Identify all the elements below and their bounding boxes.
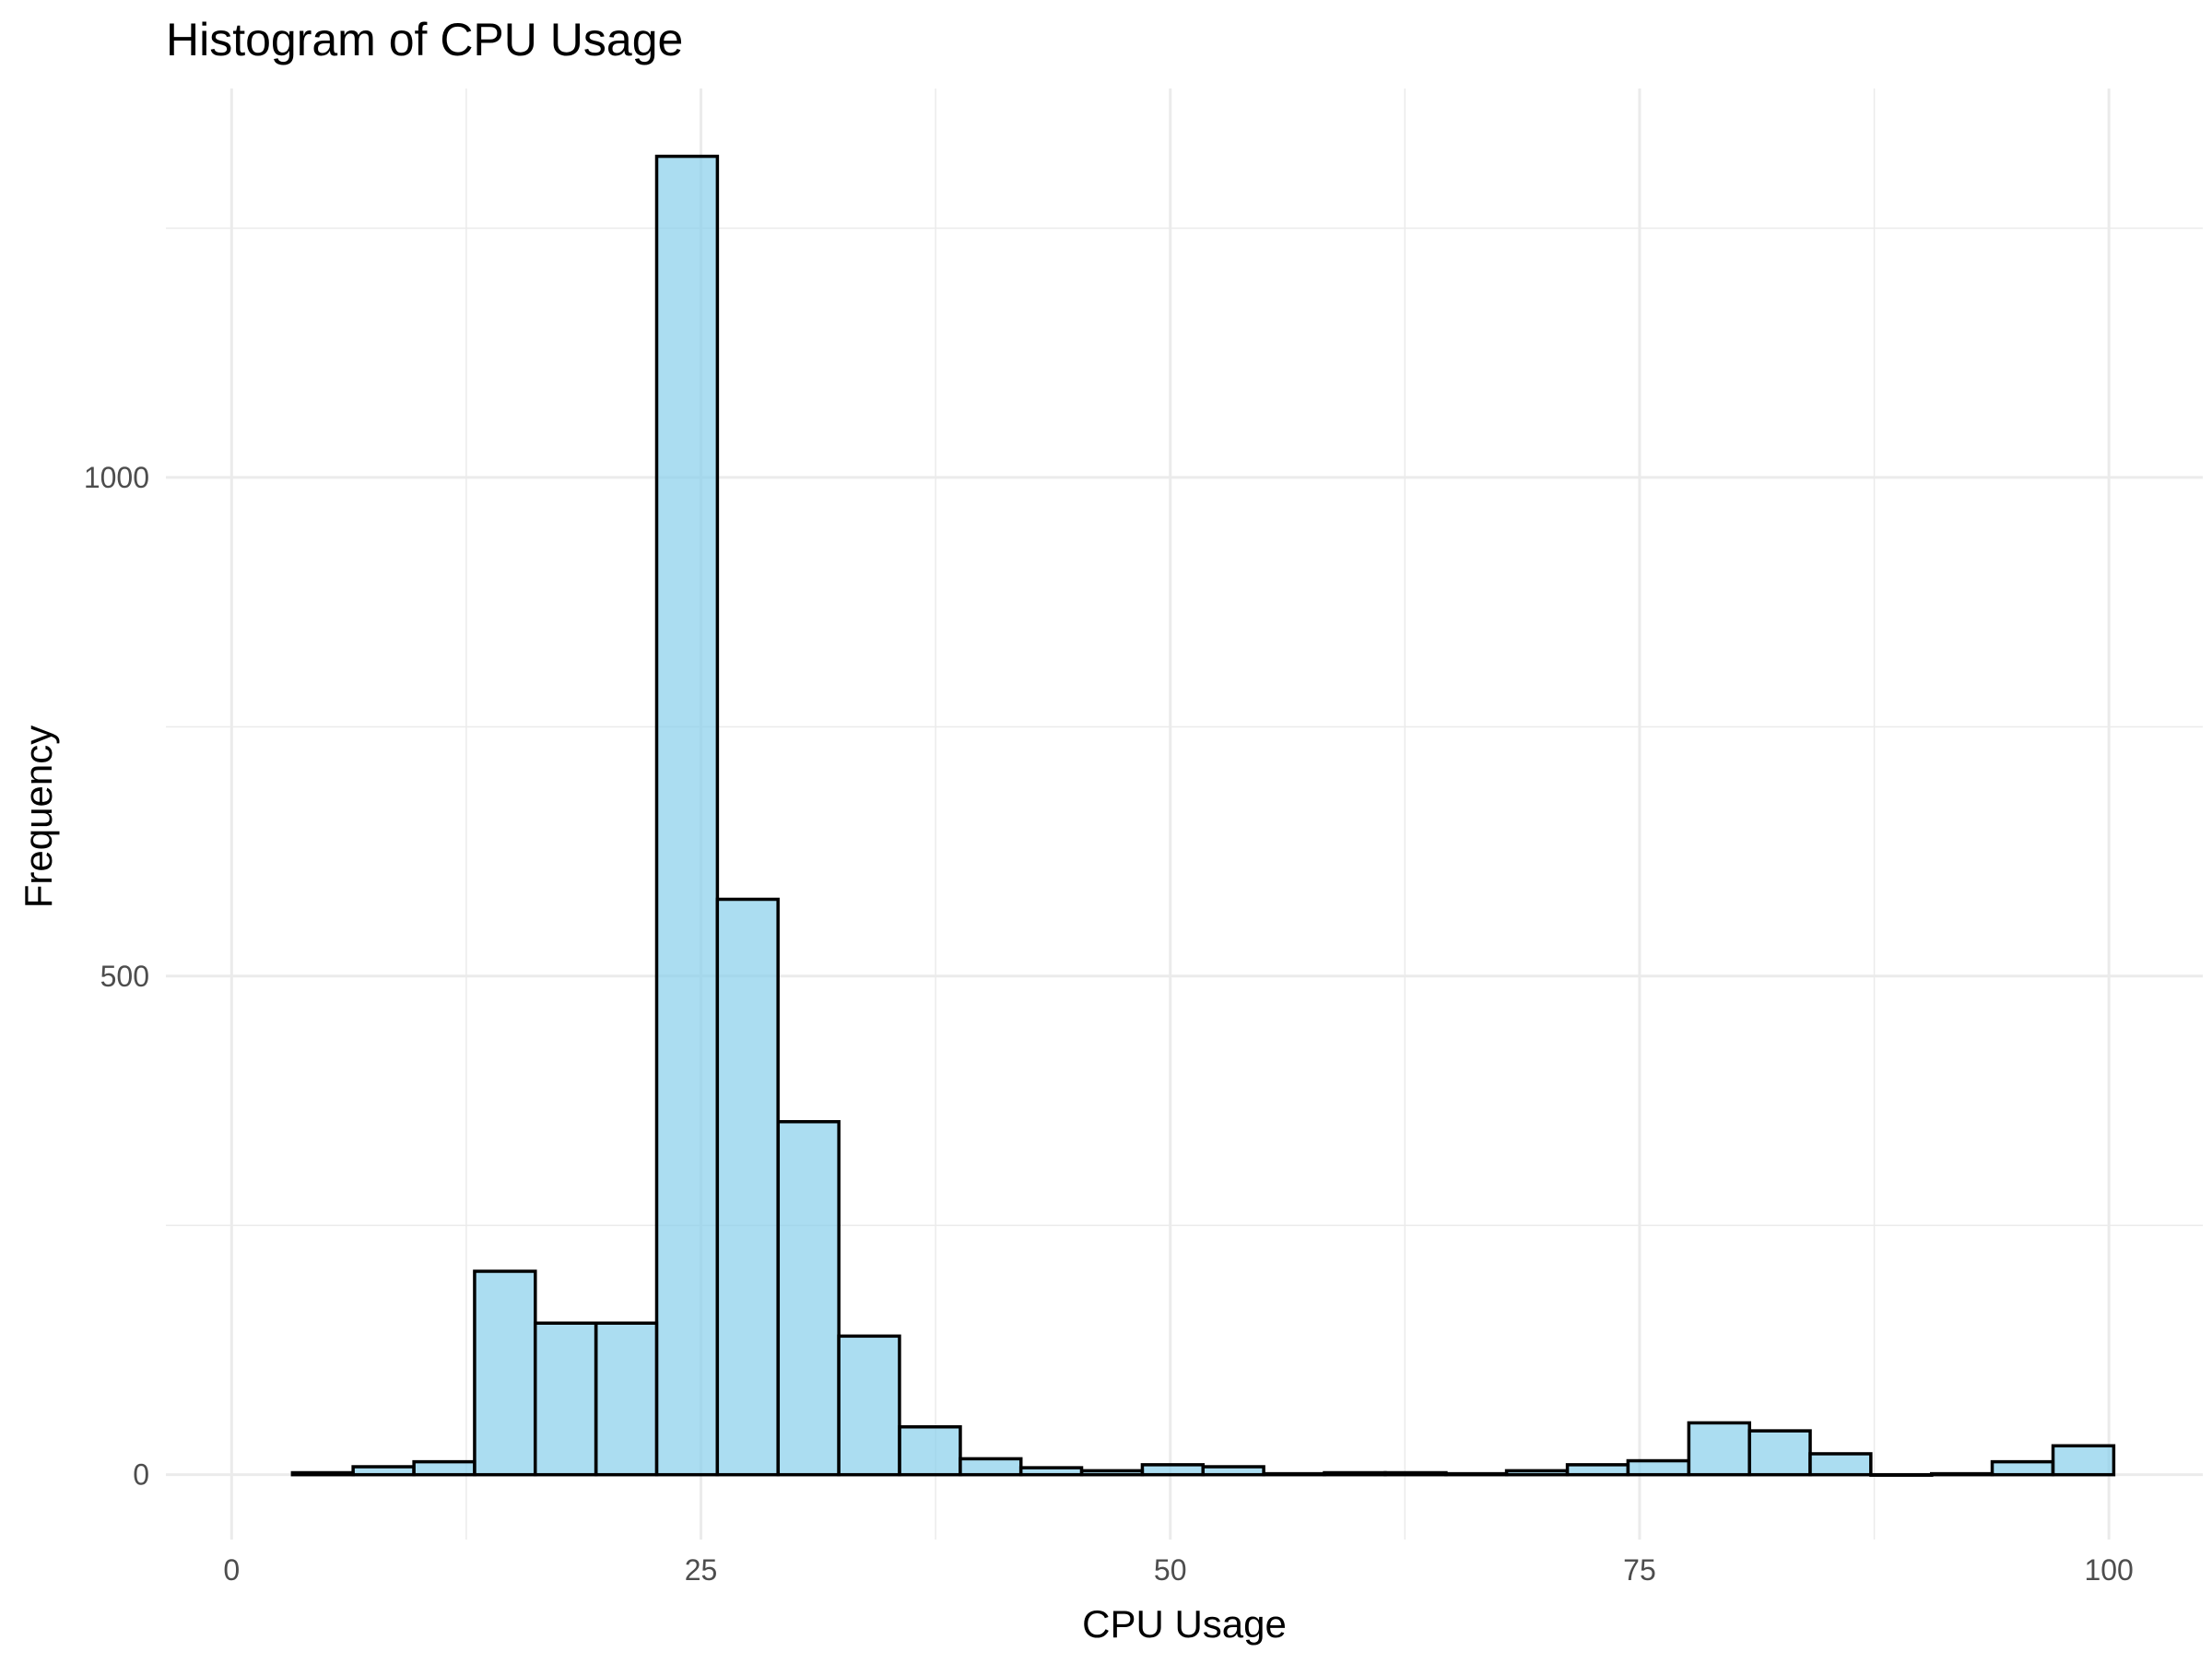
histogram-bar (1565, 1463, 1630, 1477)
histogram-bar (2051, 1444, 2116, 1477)
histogram-bar (654, 154, 720, 1477)
histogram-bar (1990, 1459, 2055, 1477)
histogram-bar (412, 1459, 477, 1477)
histogram-bar (715, 897, 780, 1477)
histogram-bar (1323, 1470, 1387, 1477)
histogram-bar (1869, 1472, 1934, 1477)
histogram-bar (1201, 1465, 1265, 1477)
x-tick-label: 75 (1623, 1553, 1656, 1587)
chart-title: Histogram of CPU Usage (166, 14, 683, 65)
histogram-bar (1140, 1463, 1206, 1477)
y-axis-ticks: 0 500 1000 (84, 461, 149, 1492)
histogram-bar (1747, 1429, 1812, 1477)
histogram-bars (290, 154, 2116, 1477)
histogram-bar (1504, 1469, 1570, 1477)
x-axis-ticks: 0 25 50 75 100 (223, 1553, 2133, 1587)
histogram-bar (290, 1470, 355, 1477)
histogram-bar (898, 1425, 962, 1477)
x-tick-label: 0 (223, 1553, 240, 1587)
histogram-bar (1262, 1471, 1326, 1477)
histogram-bar (533, 1321, 598, 1477)
histogram-bar (594, 1321, 659, 1477)
histogram-bar (1687, 1421, 1751, 1477)
histogram-bar (351, 1465, 416, 1477)
histogram-bar (473, 1269, 537, 1477)
histogram-bar (1626, 1458, 1690, 1477)
x-tick-label: 100 (2084, 1553, 2133, 1587)
histogram-bar (1383, 1470, 1448, 1477)
histogram-bar (1079, 1469, 1145, 1477)
histogram-bar (776, 1119, 841, 1477)
y-tick-label: 500 (100, 960, 149, 993)
grid-lines (166, 89, 2203, 1540)
histogram-bar (959, 1457, 1023, 1477)
histogram-bar (1018, 1466, 1084, 1477)
x-tick-label: 50 (1154, 1553, 1187, 1587)
histogram-bar (1929, 1471, 1994, 1477)
y-tick-label: 1000 (84, 461, 149, 494)
y-tick-label: 0 (133, 1458, 149, 1492)
x-axis-title: CPU Usage (1082, 1602, 1287, 1646)
x-tick-label: 25 (685, 1553, 718, 1587)
histogram-bar (837, 1334, 901, 1477)
y-axis-title: Frequency (17, 726, 60, 908)
histogram-bar (1808, 1452, 1873, 1477)
histogram-bar (1444, 1471, 1509, 1477)
